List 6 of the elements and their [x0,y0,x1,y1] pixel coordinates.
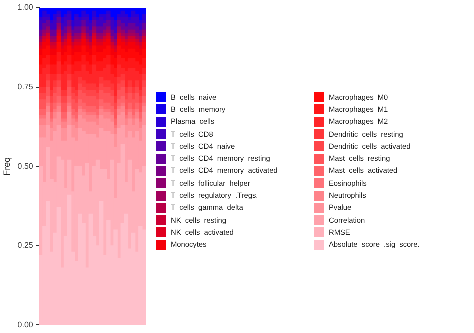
y-tick-label: 0.00 [18,320,34,330]
y-axis-title: Freq [2,157,12,176]
y-tick-label: 1.00 [18,3,34,12]
y-tick-label: 0.75 [18,82,34,92]
y-tick-label: 0.25 [18,241,34,250]
y-tick-label: 0.50 [18,162,34,171]
